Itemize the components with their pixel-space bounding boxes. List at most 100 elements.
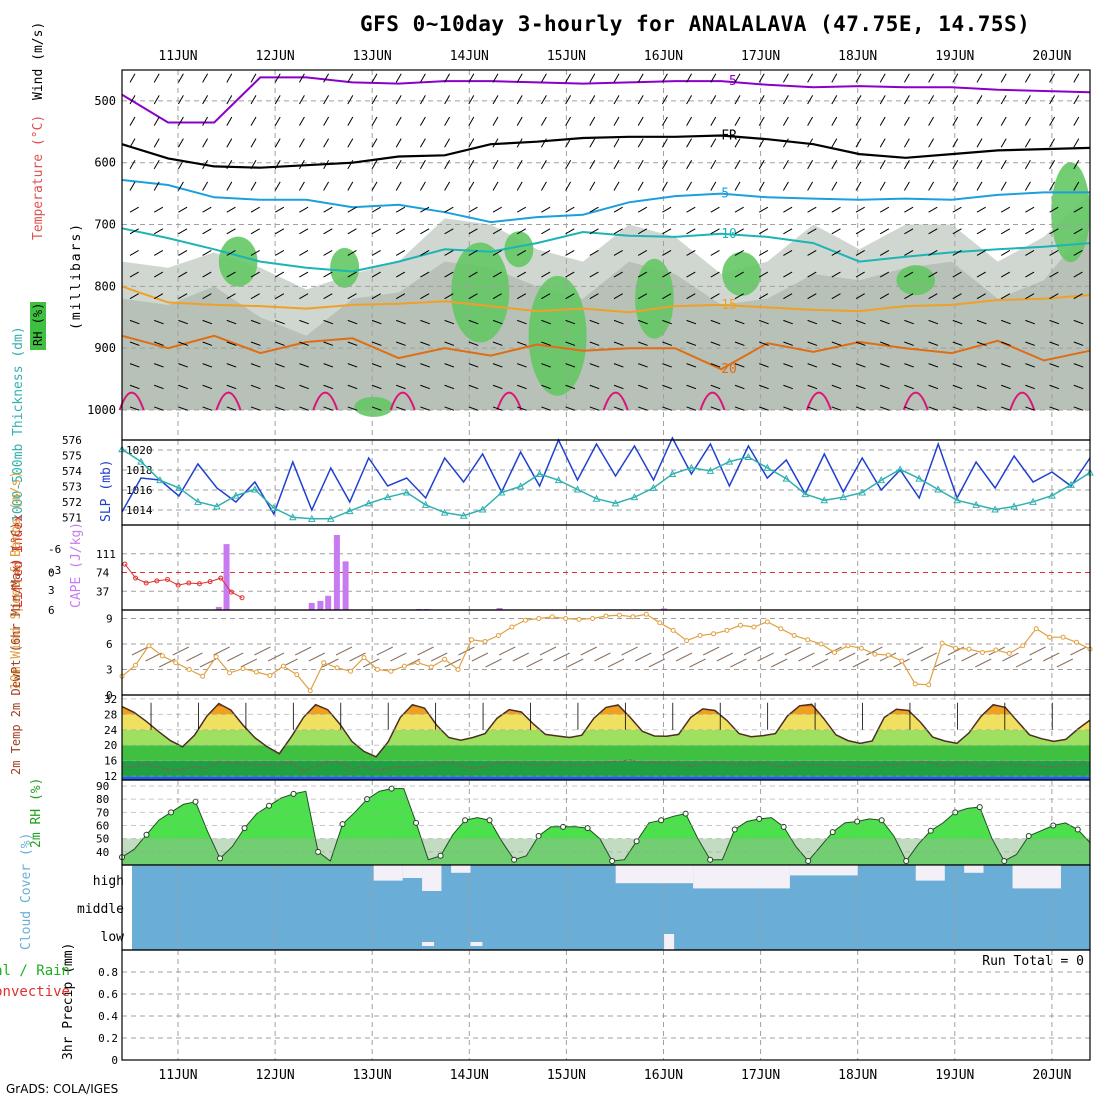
wind-barb: [589, 271, 599, 278]
wind-barb: [202, 181, 209, 191]
rh-marker: [462, 817, 469, 824]
wind-barb: [1073, 293, 1083, 300]
wind-barb-10m: [607, 658, 625, 668]
wind-barb: [1073, 181, 1080, 191]
thickness-marker: [345, 507, 354, 515]
wind-barb: [637, 138, 644, 148]
wind-barb: [589, 116, 596, 126]
wind-barb: [371, 159, 378, 170]
upper-ylabel-units: (millibars): [69, 222, 84, 330]
wind-barb: [710, 181, 717, 191]
wind-speed-marker: [294, 672, 300, 678]
wind-barb: [1001, 384, 1011, 390]
wind-barb: [880, 319, 890, 325]
wind-barb: [395, 250, 406, 256]
wind-barb: [129, 250, 139, 256]
wind-barb: [638, 341, 648, 346]
wind-barb: [420, 228, 430, 235]
wind-barb: [1025, 341, 1035, 346]
wind-barb-10m: [852, 658, 870, 668]
wind-barb: [299, 319, 309, 325]
wind-barb: [783, 250, 793, 256]
wind-barb: [202, 95, 209, 105]
wind-barb: [419, 181, 426, 191]
wind-barb: [540, 181, 547, 191]
y-tick-label-thickness: 575: [62, 449, 82, 462]
wind-barb: [1073, 363, 1084, 368]
x-tick-label-top: 16JUN: [644, 49, 683, 64]
wind-barb: [129, 363, 140, 368]
panel-frame: [121, 439, 1091, 526]
wind-barb: [420, 341, 430, 346]
wind-barb: [1049, 206, 1059, 213]
contour-label-20: 20: [721, 362, 737, 377]
wind-barb: [637, 159, 644, 170]
wind-barb: [783, 228, 793, 235]
wind-barb: [880, 384, 890, 390]
x-tick-label-bottom: 18JUN: [838, 1068, 877, 1083]
wind-barb: [686, 95, 693, 105]
wind-barb: [952, 363, 963, 368]
wind-barb: [565, 319, 576, 325]
wind-barb: [129, 159, 136, 170]
wind-barb: [299, 271, 309, 278]
thickness-marker: [725, 457, 734, 465]
wind-barb: [661, 116, 668, 126]
wind-barb: [444, 271, 454, 278]
wind-barb: [275, 319, 285, 325]
rh-marker: [437, 852, 444, 859]
rh-shading-group: [122, 162, 1090, 417]
ylabel-thickness: 1000-500mb Thickness (dm): [11, 326, 26, 522]
ylabel-precip: 3hr Precip (mm): [61, 943, 76, 1060]
wind-speed-marker: [267, 672, 273, 678]
thickness-marker: [877, 476, 886, 484]
y-tick-label: 500: [94, 94, 116, 108]
wind-barb: [1025, 406, 1035, 411]
wind-barb: [807, 341, 818, 346]
ylabel-wind10m: 10m Wind Speed & Barbs (m/s): [9, 471, 24, 690]
wind-barb: [831, 250, 841, 256]
wind-barb: [638, 363, 648, 368]
wind-barb: [516, 116, 523, 126]
wind-barb: [226, 181, 233, 191]
wind-speed-marker: [321, 660, 327, 666]
wind-barb: [855, 293, 865, 300]
wind-barb: [299, 384, 309, 390]
wind-barb: [589, 250, 599, 256]
wind-barb: [613, 228, 623, 235]
wind-barb: [202, 341, 213, 346]
wind-barb: [855, 319, 866, 325]
wind-barb: [1049, 271, 1059, 278]
wind-barb: [540, 138, 547, 148]
wind-barb: [782, 95, 789, 105]
contour-line-25: [215, 391, 242, 411]
cape-bar: [317, 600, 324, 610]
wind-barb: [686, 73, 693, 83]
wind-barb: [855, 341, 866, 346]
wind-barb: [226, 363, 237, 368]
wind-barb: [589, 341, 600, 346]
wind-barb: [250, 116, 257, 126]
wind-barb: [928, 250, 938, 256]
wind-speed-marker: [159, 653, 165, 659]
thickness-marker: [592, 494, 601, 502]
wind-barb-10m: [621, 646, 638, 656]
rh-marker: [609, 858, 616, 865]
contour-label--5: -5: [721, 74, 737, 89]
wind-barb: [275, 384, 285, 390]
wind-barb: [807, 159, 814, 170]
y-tick-label-cape: 37: [96, 585, 109, 598]
wind-barb: [129, 181, 136, 191]
wind-barb: [1000, 271, 1011, 278]
wind-speed-marker: [885, 652, 891, 658]
wind-barb: [831, 73, 838, 83]
wind-barb: [662, 293, 672, 300]
series-line-slp: [121, 436, 1091, 516]
wind-barb: [831, 159, 838, 170]
y-tick-label-slp: 1016: [126, 484, 153, 497]
wind-barb: [565, 271, 575, 278]
wind-barb: [1073, 116, 1080, 126]
wind-barb: [323, 293, 333, 300]
wind-barb: [323, 250, 333, 256]
wind-barb: [395, 206, 406, 213]
